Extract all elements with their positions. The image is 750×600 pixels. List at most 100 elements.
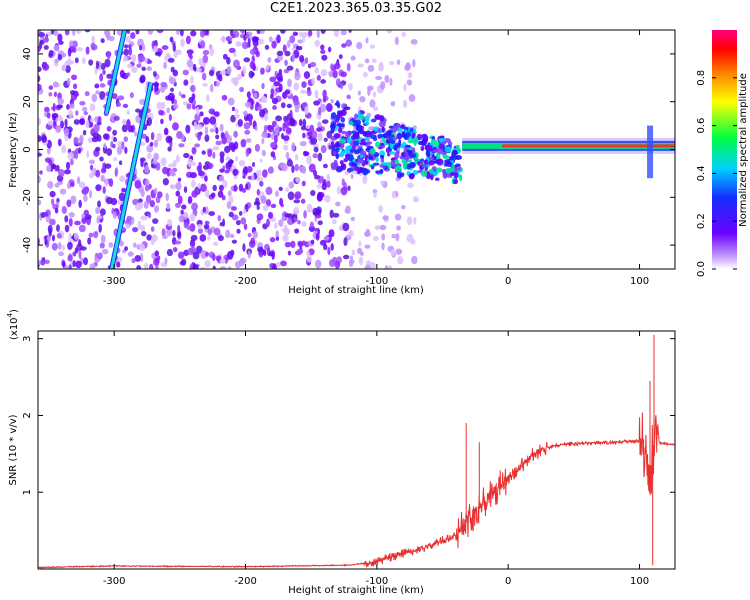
spectrogram-noise-cell [51, 242, 58, 251]
spectrogram-noise-cell [56, 104, 63, 109]
spectrogram-noise-cell [85, 120, 90, 129]
spectrogram-noise-cell [226, 201, 232, 209]
spectrogram-noise-cell [89, 118, 94, 123]
x-tick-label: -300 [103, 576, 126, 587]
spectrogram-noise-cell [171, 184, 178, 190]
spectrogram-noise-cell [180, 38, 185, 47]
spectrogram-noise-cell [238, 159, 246, 167]
spectrogram-noise-cell [280, 30, 286, 34]
spectrogram-noise-cell [255, 101, 260, 108]
spectrogram-noise-cell [95, 90, 101, 95]
spectrogram-noise-cell [257, 38, 264, 45]
spectrogram-noise-cell [46, 165, 52, 173]
spectrogram-scatter-cell [375, 170, 380, 174]
spectrogram-noise-cell [98, 223, 102, 233]
spectrogram-noise-cell [123, 48, 129, 56]
spectrogram-noise-cell [147, 30, 154, 35]
spectrogram-scatter-cell [339, 138, 347, 144]
spectrogram-noise-cell [218, 75, 223, 82]
spectrogram-noise-cell [382, 215, 389, 221]
spectrogram-scatter-cell [436, 158, 444, 166]
spectrogram-noise-cell [316, 127, 322, 132]
spectrogram-noise-cell [407, 182, 414, 188]
spectrogram-noise-cell [278, 219, 284, 227]
spectrogram-noise-cell [62, 63, 67, 71]
spectrogram-noise-cell [375, 76, 382, 81]
spectrogram-noise-cell [219, 168, 225, 173]
spectrogram-noise-cell [189, 54, 193, 60]
spectrogram-scatter-cell [359, 150, 367, 156]
spectrogram-noise-cell [183, 152, 190, 159]
spectrogram-scatter-cell [402, 163, 408, 167]
colorbar-tick-label: 0.4 [696, 165, 707, 181]
spectrogram-noise-cell [68, 60, 75, 65]
spectrogram-noise-cell [66, 199, 72, 208]
spectrogram-noise-cell [118, 160, 123, 166]
spectrogram-noise-cell [41, 135, 48, 143]
spectrogram-noise-cell [136, 265, 141, 269]
x-tick-label: 100 [630, 576, 649, 587]
spectrogram-noise-cell [180, 258, 187, 266]
spectrogram-noise-cell [82, 186, 89, 195]
spectrogram-noise-cell [226, 56, 231, 65]
spectrogram-scatter-cell [355, 131, 360, 138]
spectrogram-noise-cell [271, 120, 277, 128]
spectrogram-noise-cell [261, 149, 266, 157]
spectrogram-noise-cell [155, 162, 161, 171]
spectrogram-noise-cell [389, 60, 395, 66]
spectrogram-noise-cell [67, 47, 72, 57]
spectrogram-noise-cell [158, 109, 165, 116]
spectrogram-noise-cell [228, 211, 234, 218]
spectrogram-noise-cell [260, 67, 265, 75]
spectrogram-noise-cell [72, 47, 77, 53]
spectrogram-scatter-cell [411, 147, 416, 152]
spectrogram-noise-cell [178, 91, 182, 97]
spectrogram-noise-cell [81, 57, 86, 64]
spectrogram-noise-cell [205, 251, 210, 257]
spectrogram-noise-cell [313, 100, 320, 106]
spectrogram-noise-cell [89, 164, 94, 171]
spectrogram-noise-cell [254, 125, 258, 131]
spectrogram-scatter-cell [457, 166, 461, 171]
spectrogram-noise-cell [330, 243, 334, 251]
spectrogram-noise-cell [216, 81, 220, 87]
spectrogram-noise-cell [379, 224, 387, 231]
spectrogram-noise-cell [195, 123, 203, 130]
spectrogram-noise-cell [286, 103, 293, 109]
spectrogram-noise-cell [265, 186, 273, 196]
drifting-tone [110, 82, 153, 269]
spectrogram-noise-cell [298, 118, 303, 127]
spectrogram-noise-cell [126, 110, 130, 115]
spectrogram-scatter-cell [401, 131, 406, 138]
spectrogram-noise-cell [137, 198, 143, 203]
spectrogram-noise-cell [230, 186, 234, 191]
spectrogram-scatter-cell [364, 115, 370, 122]
y-tick-label: -20 [22, 189, 33, 205]
spectrogram-noise-cell [207, 228, 212, 236]
spectrogram-noise-cell [317, 220, 323, 226]
spectrogram-noise-cell [229, 233, 235, 239]
spectrogram-noise-cell [323, 137, 328, 142]
spectrogram-noise-cell [231, 34, 235, 39]
spectrogram-noise-cell [381, 233, 386, 241]
spectrogram-noise-cell [63, 169, 71, 175]
spectrogram-noise-cell [347, 185, 351, 191]
spectrogram-noise-cell [51, 164, 57, 170]
spectrogram-noise-cell [316, 74, 321, 81]
spectrogram-noise-cell [260, 195, 267, 204]
spectrogram-noise-cell [144, 164, 150, 174]
spectrogram-noise-cell [300, 89, 307, 94]
spectrogram-noise-cell [317, 177, 324, 184]
spectrogram-noise-cell [217, 235, 224, 242]
spectrogram-noise-cell [139, 76, 145, 84]
spectrogram-noise-cell [295, 176, 301, 183]
svg-text:(x104): (x104) [6, 309, 20, 340]
snr-frame [37, 330, 676, 570]
spectrogram-noise-cell [408, 94, 416, 102]
spectrogram-noise-cell [313, 169, 318, 177]
spectrogram-noise-cell [116, 146, 123, 155]
spectrogram-noise-cell [237, 119, 243, 127]
spectrogram-noise-cell [146, 144, 154, 153]
spectrogram-noise-cell [268, 251, 273, 257]
spectrogram-noise-cell [241, 188, 247, 193]
